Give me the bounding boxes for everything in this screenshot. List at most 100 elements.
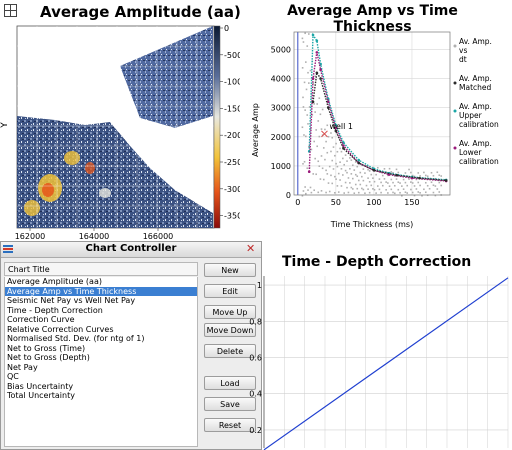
list-item[interactable]: Seismic Net Pay vs Well Net Pay [7,296,136,305]
depth-y-tick-label: 0.6 [249,353,262,362]
xplot-point-dt [307,189,309,191]
colorbar-tick-label: -2500 [224,158,240,167]
list-item[interactable]: Relative Correction Curves [7,324,114,334]
xplot-point-dt [390,178,393,181]
xplot-point-dt [395,178,398,180]
xplot-point-dt [393,184,396,187]
depth-correction-chart[interactable]: 0.2 0.4 0.6 0.8 1 [248,268,510,450]
chart-title-list[interactable]: Average Amplitude (aa) Average Amp vs Tim… [4,277,198,447]
dialog-titlebar[interactable]: Chart Controller ✕ [1,242,261,258]
xplot-point-dt [335,142,337,145]
xplot-point-dt [401,195,403,197]
xplot-point-dt [432,174,435,177]
xplot-point-dt [310,148,313,151]
xplot-point-dt [301,126,304,129]
list-item[interactable]: Correction Curve [7,315,75,324]
xplot-point-dt [367,168,369,171]
xplot-point-dt [356,187,359,190]
xplot-point-dt [368,181,371,183]
xplot-point-dt [404,191,407,194]
xplot-point-dt [313,189,315,192]
xplot-point-dt [337,191,340,193]
crosshair-icon[interactable] [4,4,17,17]
xplot-point-dt [434,194,437,197]
list-item[interactable]: Net to Gross (Time) [7,343,86,353]
map-title: Average Amplitude (aa) [40,3,241,21]
depth-y-tick-label: 0.2 [249,426,262,435]
xplot-point-dt [305,61,307,63]
map-data-upper [120,26,213,128]
xplot-point-dt [383,178,386,180]
list-item[interactable]: Bias Uncertainty [7,381,74,391]
xplot-point-dt [336,185,339,187]
xplot-point-dt [330,150,332,153]
xplot-point-dt [361,175,363,178]
close-icon[interactable]: ✕ [246,242,256,255]
xplot-point-dt [368,191,371,194]
xplot-point-dt [438,174,441,177]
xplot-point-dt [413,194,416,197]
well-label: well 1 [329,122,353,131]
colorbar-tick-label: -2000 [224,131,240,140]
save-button[interactable]: Save [204,397,256,411]
load-button[interactable]: Load [204,376,256,390]
xplot-point [315,39,319,43]
move-up-button[interactable]: Move Up [204,305,256,319]
xplot-point-dt [359,183,362,186]
xplot-point-dt [302,96,304,99]
xplot-point-dt [430,171,433,174]
colorbar-tick-label: -1000 [224,78,240,87]
xplot-point-dt [340,150,343,153]
colorbar-tick-label: -500 [224,51,240,60]
map-hotspots [24,151,111,216]
xplot-point-dt [426,184,429,187]
xplot-point-dt [424,191,427,194]
xplot-point-dt [393,192,396,195]
xplot-point-dt [372,177,374,179]
xplot-y-tick-label: 5000 [271,45,291,54]
move-down-button[interactable]: Move Down [204,323,256,337]
edit-button[interactable]: Edit [204,284,256,298]
xplot-point-dt [339,161,341,163]
xplot-point-dt [301,37,304,40]
xplot-point-dt [344,181,347,184]
list-item[interactable]: Normalised Std. Dev. (for ntg of 1) [7,334,145,343]
new-button[interactable]: New [204,263,256,277]
chart-controller-dialog[interactable]: Chart Controller ✕ Chart Title Average A… [0,241,262,450]
xplot-point-dt [410,188,412,191]
xplot-chart[interactable]: 0 50 100 150 0 1000 2000 3000 4000 5000 well 1 Ave… [240,30,512,230]
list-item[interactable]: Average Amp vs Time Thickness [5,286,197,296]
list-item[interactable]: Net to Gross (Depth) [7,353,90,362]
xplot-point [395,173,399,177]
xplot-point-dt [318,135,321,138]
xplot-point-dt [362,188,365,191]
xplot-point-dt [392,172,394,174]
list-item[interactable]: QC [7,372,19,381]
well-marker [321,130,328,138]
legend-marker [453,146,457,150]
xplot-point-dt [303,160,306,163]
xplot-point-dt [322,178,325,181]
xplot-point-dt [419,192,421,194]
list-column-header[interactable]: Chart Title [4,262,198,276]
reset-button[interactable]: Reset [204,418,256,432]
xplot-y-axis-label: Average Amp [251,103,260,157]
xplot-point-dt [378,178,381,180]
xplot-point-dt [392,181,394,184]
list-item[interactable]: Average Amplitude (aa) [7,277,102,286]
list-item[interactable]: Total Uncertainty [7,391,75,400]
xplot-point-dt [343,163,346,166]
xplot-point-dt [321,167,324,170]
list-item[interactable]: Time - Depth Correction [7,305,103,315]
xplot-point-dt [331,182,334,185]
xplot-point-dt [319,178,322,180]
xplot-point-dt [313,103,315,105]
xplot-point-dt [356,175,359,178]
list-item[interactable]: Net Pay [7,362,38,372]
depth-plot-area: 0.2 0.4 0.6 0.8 1 [249,276,509,450]
xplot-x-tick-label: 100 [366,198,381,207]
xplot-point-dt [408,178,410,180]
xplot-point-dt [302,190,305,192]
delete-button[interactable]: Delete [204,344,256,358]
